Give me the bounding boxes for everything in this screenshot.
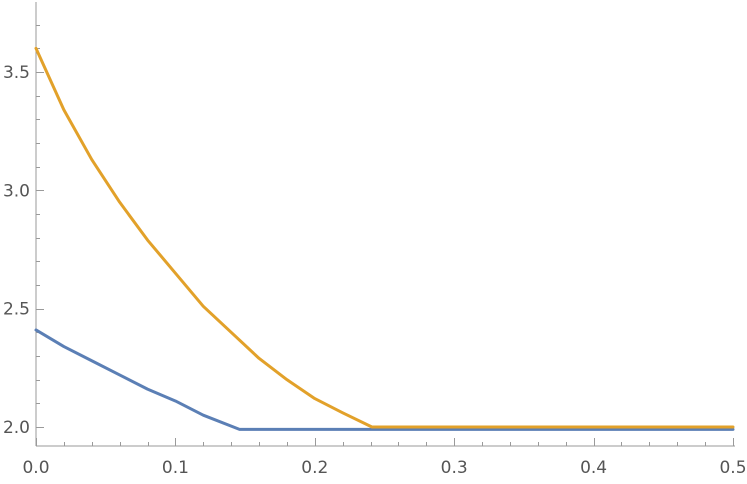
series-line-2 [34,46,735,429]
series-line-1 [34,328,735,431]
x-tick-label: 0.1 [162,458,189,478]
x-tick-label: 0.4 [580,458,607,478]
y-tick-label: 3.5 [3,63,30,83]
y-tick-label: 2.0 [3,418,30,438]
x-tick-label: 0.3 [441,458,468,478]
x-tick-label: 0.2 [301,458,328,478]
x-tick-label: 0.5 [719,458,746,478]
y-tick-label: 2.5 [3,300,30,320]
x-tick-label: 0.0 [22,458,49,478]
axes: 0.0 0.1 0.2 0.3 0.4 0.5 2.0 2.5 3.0 3.5 [3,2,747,478]
series-group [34,46,735,431]
y-tick-label: 3.0 [3,181,30,201]
